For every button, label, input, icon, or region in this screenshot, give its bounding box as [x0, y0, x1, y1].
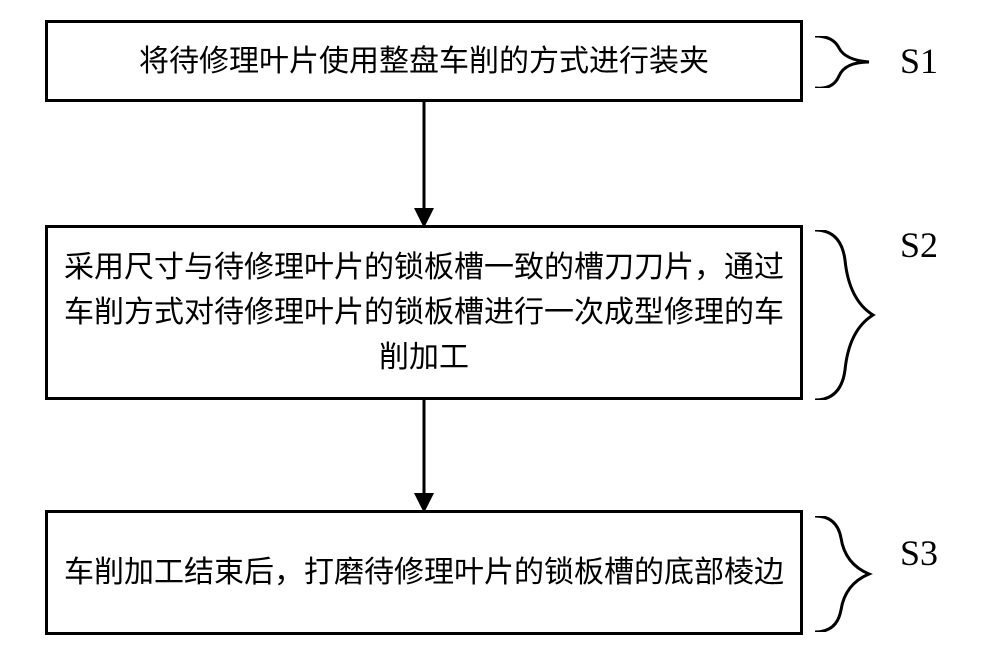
- step-label-s1: S1: [900, 40, 938, 82]
- step-box-s1: 将待修理叶片使用整盘车削的方式进行装夹: [45, 20, 803, 102]
- step-text-s3: 车削加工结束后，打磨待修理叶片的锁板槽的底部棱边: [64, 550, 784, 595]
- arrow-1: [404, 102, 444, 228]
- step-box-s2: 采用尺寸与待修理叶片的锁板槽一致的槽刀刀片，通过车削方式对待修理叶片的锁板槽进行…: [45, 225, 803, 400]
- step-label-text-s2: S2: [900, 225, 938, 265]
- brace-s3: [815, 516, 897, 632]
- step-label-s2: S2: [900, 224, 938, 266]
- step-text-s2: 采用尺寸与待修理叶片的锁板槽一致的槽刀刀片，通过车削方式对待修理叶片的锁板槽进行…: [64, 245, 784, 380]
- brace-s2: [815, 230, 897, 400]
- step-label-s3: S3: [900, 532, 938, 574]
- step-box-s3: 车削加工结束后，打磨待修理叶片的锁板槽的底部棱边: [45, 510, 803, 635]
- brace-s1: [815, 36, 897, 88]
- step-label-text-s1: S1: [900, 41, 938, 81]
- arrow-2: [404, 400, 444, 513]
- step-label-text-s3: S3: [900, 533, 938, 573]
- step-text-s1: 将待修理叶片使用整盘车削的方式进行装夹: [139, 39, 709, 84]
- flowchart-canvas: 将待修理叶片使用整盘车削的方式进行装夹 S1 采用尺寸与待修理叶片的锁板槽一致的…: [0, 0, 1000, 655]
